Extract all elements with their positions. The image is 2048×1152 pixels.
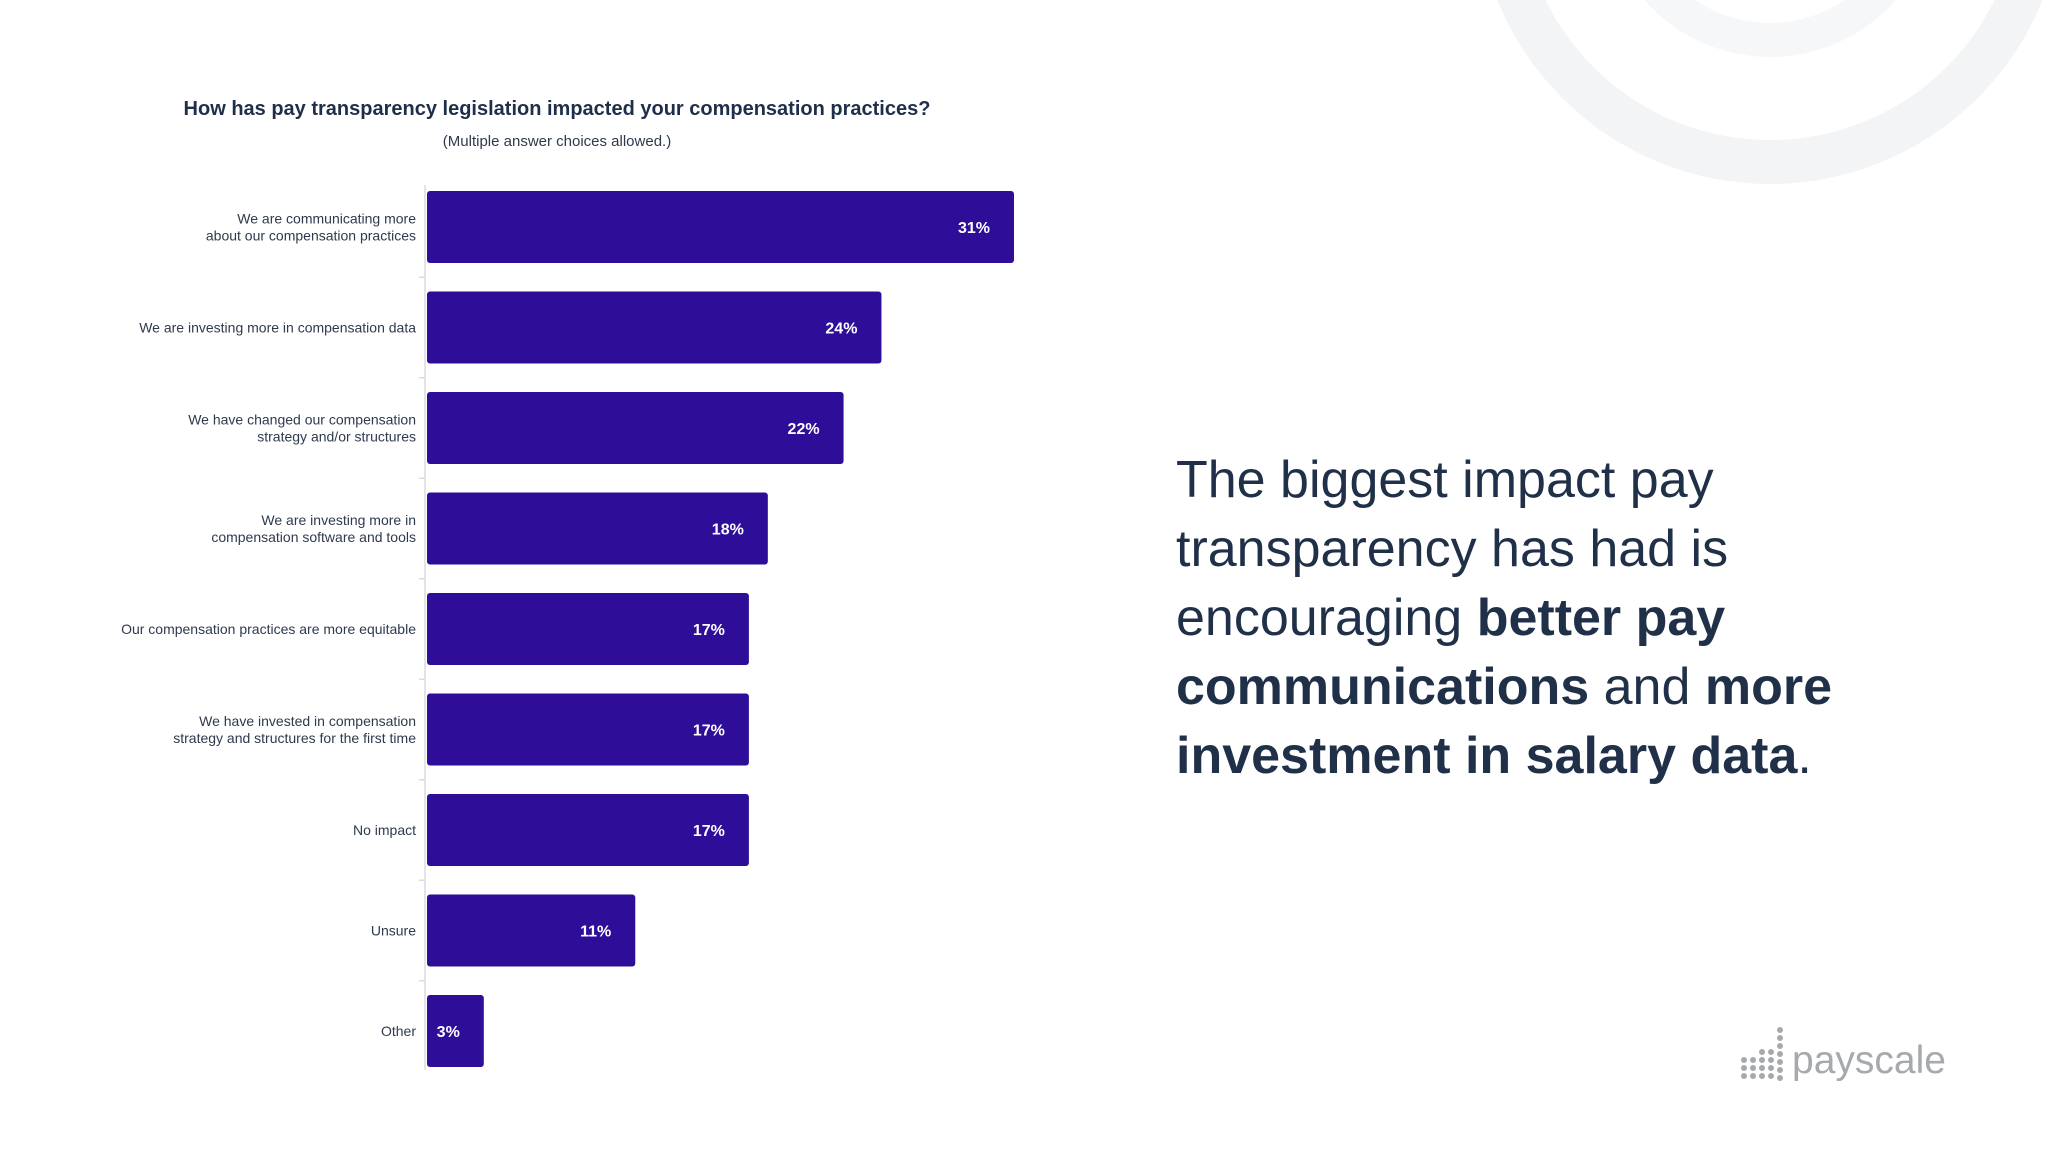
logo-dot <box>1741 1057 1747 1063</box>
logo-dot <box>1759 1049 1765 1055</box>
bar-value-label-5: 17% <box>693 723 725 740</box>
category-label-2: We have changed our compensation strategy… <box>188 412 416 445</box>
chart-title: How has pay transparency legislation imp… <box>184 98 931 120</box>
logo-dot <box>1750 1057 1756 1063</box>
logo-dot <box>1750 1065 1756 1071</box>
category-label-3: We are investing more in compensation sof… <box>211 512 416 545</box>
logo-dot <box>1777 1067 1783 1073</box>
bar-0 <box>427 191 1014 263</box>
category-label-line: Other <box>381 1023 416 1039</box>
logo-dot <box>1759 1057 1765 1063</box>
logo-dot <box>1777 1051 1783 1057</box>
category-label-line: We have changed our compensation <box>188 412 416 428</box>
headline-text-3: . <box>1797 727 1812 785</box>
logo-dot <box>1777 1043 1783 1049</box>
logo-dot <box>1768 1065 1774 1071</box>
category-label-7: Unsure <box>371 923 416 939</box>
category-label-8: Other <box>381 1023 416 1039</box>
bar-2 <box>427 392 844 464</box>
logo-dot <box>1768 1073 1774 1079</box>
category-label-line: strategy and structures for the first ti… <box>173 730 416 746</box>
logo-dot <box>1777 1027 1783 1033</box>
logo-dot <box>1777 1035 1783 1041</box>
category-label-6: No impact <box>353 822 416 838</box>
category-label-line: We are investing more in compensation da… <box>139 320 416 336</box>
category-label-line: We have invested in compensation <box>199 713 416 729</box>
headline-text-1: The biggest impact pay transparency has … <box>1176 451 1729 647</box>
category-label-line: No impact <box>353 822 416 838</box>
decorative-ring-outer <box>1497 0 2043 184</box>
bar-4 <box>427 593 749 665</box>
category-label-1: We are investing more in compensation da… <box>139 320 416 336</box>
category-label-5: We have invested in compensation strategy… <box>173 713 416 746</box>
bar-8 <box>427 995 484 1067</box>
category-label-line: Unsure <box>371 923 416 939</box>
category-label-0: We are communicating more about our compe… <box>206 211 416 244</box>
bar-1 <box>427 291 882 364</box>
logo-dot <box>1741 1065 1747 1071</box>
headline-bold-2: more investment in salary data <box>1176 658 1832 785</box>
headline-text-2: and <box>1589 658 1705 716</box>
chart-subtitle: (Multiple answer choices allowed.) <box>443 133 671 150</box>
bar-value-label-1: 24% <box>825 321 857 338</box>
logo-dot <box>1768 1057 1774 1063</box>
headline-statement: The biggest impact pay transparency has … <box>1176 446 1936 791</box>
bar-value-label-7: 11% <box>580 924 611 941</box>
bar-7 <box>427 894 636 967</box>
bar-chart: How has pay transparency legislation imp… <box>121 98 1014 1070</box>
payscale-logo-wordmark: payscale <box>1792 1039 1946 1082</box>
category-label-line: compensation software and tools <box>211 529 416 545</box>
decorative-ring-inner <box>1644 0 1896 57</box>
category-label-line: Our compensation practices are more equi… <box>121 621 416 637</box>
logo-dot <box>1759 1065 1765 1071</box>
bar-value-label-4: 17% <box>693 622 725 639</box>
bar-value-label-0: 31% <box>958 220 990 237</box>
category-label-line: about our compensation practices <box>206 228 416 244</box>
category-label-4: Our compensation practices are more equi… <box>121 621 416 637</box>
bar-3 <box>427 492 768 565</box>
logo-dot <box>1759 1073 1765 1079</box>
bar-group: 31% We are communicating more about our co… <box>121 191 1014 1067</box>
headline-bold-1: better pay communications <box>1176 589 1726 716</box>
bar-value-label-2: 22% <box>788 421 820 438</box>
bar-value-label-6: 17% <box>693 823 725 840</box>
bar-value-label-8: 3% <box>437 1024 460 1041</box>
logo-dot <box>1777 1075 1783 1081</box>
payscale-logo-icon <box>1741 1027 1783 1081</box>
bar-value-label-3: 18% <box>712 522 744 539</box>
category-label-line: We are communicating more <box>237 211 416 227</box>
bar-5 <box>427 693 749 766</box>
bar-6 <box>427 794 749 866</box>
logo-dot <box>1750 1073 1756 1079</box>
logo-dot <box>1777 1059 1783 1065</box>
logo-dot <box>1768 1049 1774 1055</box>
category-label-line: strategy and/or structures <box>257 429 416 445</box>
logo-dot <box>1741 1073 1747 1079</box>
category-label-line: We are investing more in <box>261 512 416 528</box>
